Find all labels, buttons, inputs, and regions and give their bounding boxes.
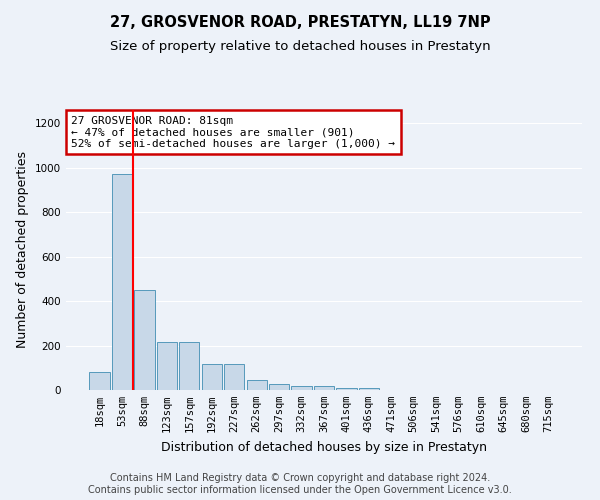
Bar xyxy=(359,388,379,390)
Bar xyxy=(202,364,222,390)
X-axis label: Distribution of detached houses by size in Prestatyn: Distribution of detached houses by size … xyxy=(161,440,487,454)
Bar xyxy=(269,384,289,390)
Bar xyxy=(247,380,267,390)
Y-axis label: Number of detached properties: Number of detached properties xyxy=(16,152,29,348)
Text: Size of property relative to detached houses in Prestatyn: Size of property relative to detached ho… xyxy=(110,40,490,53)
Text: Contains HM Land Registry data © Crown copyright and database right 2024.
Contai: Contains HM Land Registry data © Crown c… xyxy=(88,474,512,495)
Text: 27, GROSVENOR ROAD, PRESTATYN, LL19 7NP: 27, GROSVENOR ROAD, PRESTATYN, LL19 7NP xyxy=(110,15,490,30)
Bar xyxy=(337,388,356,390)
Bar xyxy=(157,342,177,390)
Bar xyxy=(224,364,244,390)
Bar xyxy=(112,174,132,390)
Bar xyxy=(292,386,311,390)
Bar xyxy=(314,386,334,390)
Bar xyxy=(179,342,199,390)
Text: 27 GROSVENOR ROAD: 81sqm
← 47% of detached houses are smaller (901)
52% of semi-: 27 GROSVENOR ROAD: 81sqm ← 47% of detach… xyxy=(71,116,395,149)
Bar xyxy=(134,290,155,390)
Bar xyxy=(89,372,110,390)
